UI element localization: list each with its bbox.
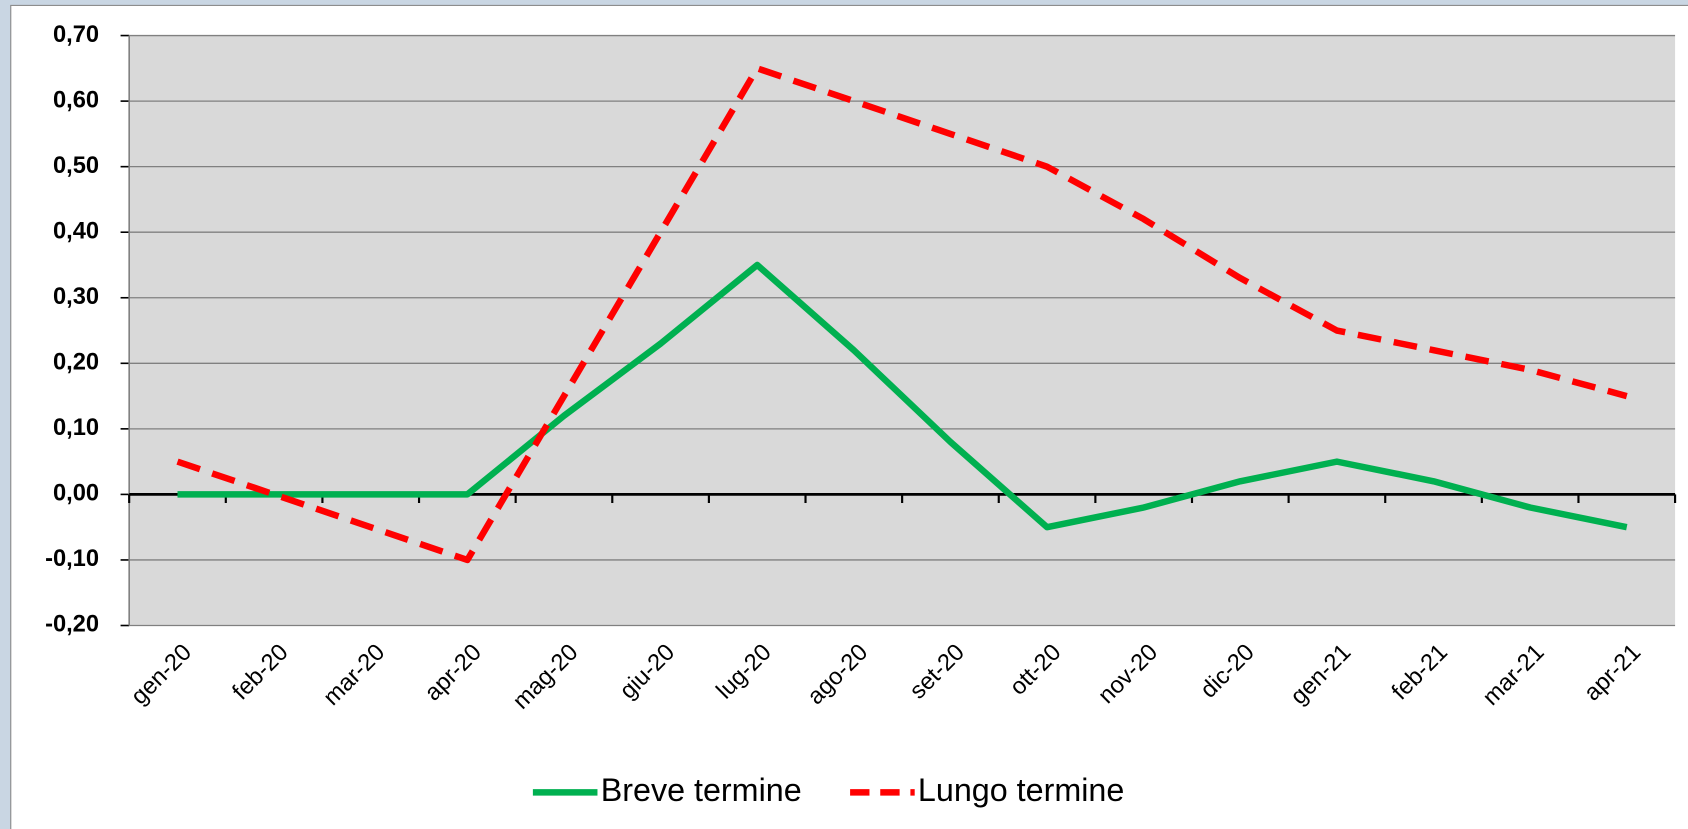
y-tick-label: -0,20: [45, 612, 99, 638]
y-tick-label: 0,50: [53, 153, 99, 179]
y-tick-label: 0,30: [53, 284, 99, 310]
plot-area: [129, 35, 1676, 626]
y-tick-label: 0,10: [53, 415, 99, 441]
y-tick-label: 0,00: [53, 481, 99, 507]
y-tick-label: 0,20: [53, 350, 99, 376]
y-tick-label: 0,40: [53, 218, 99, 244]
y-tick-label: 0,60: [53, 87, 99, 113]
series-line: [177, 261, 1628, 531]
legend-label: Breve termine: [601, 772, 802, 808]
y-tick-label: -0,10: [45, 546, 99, 572]
legend-label: Lungo termine: [918, 772, 1124, 808]
series-line: [176, 65, 1628, 564]
y-tick-label: 0,70: [53, 22, 99, 48]
